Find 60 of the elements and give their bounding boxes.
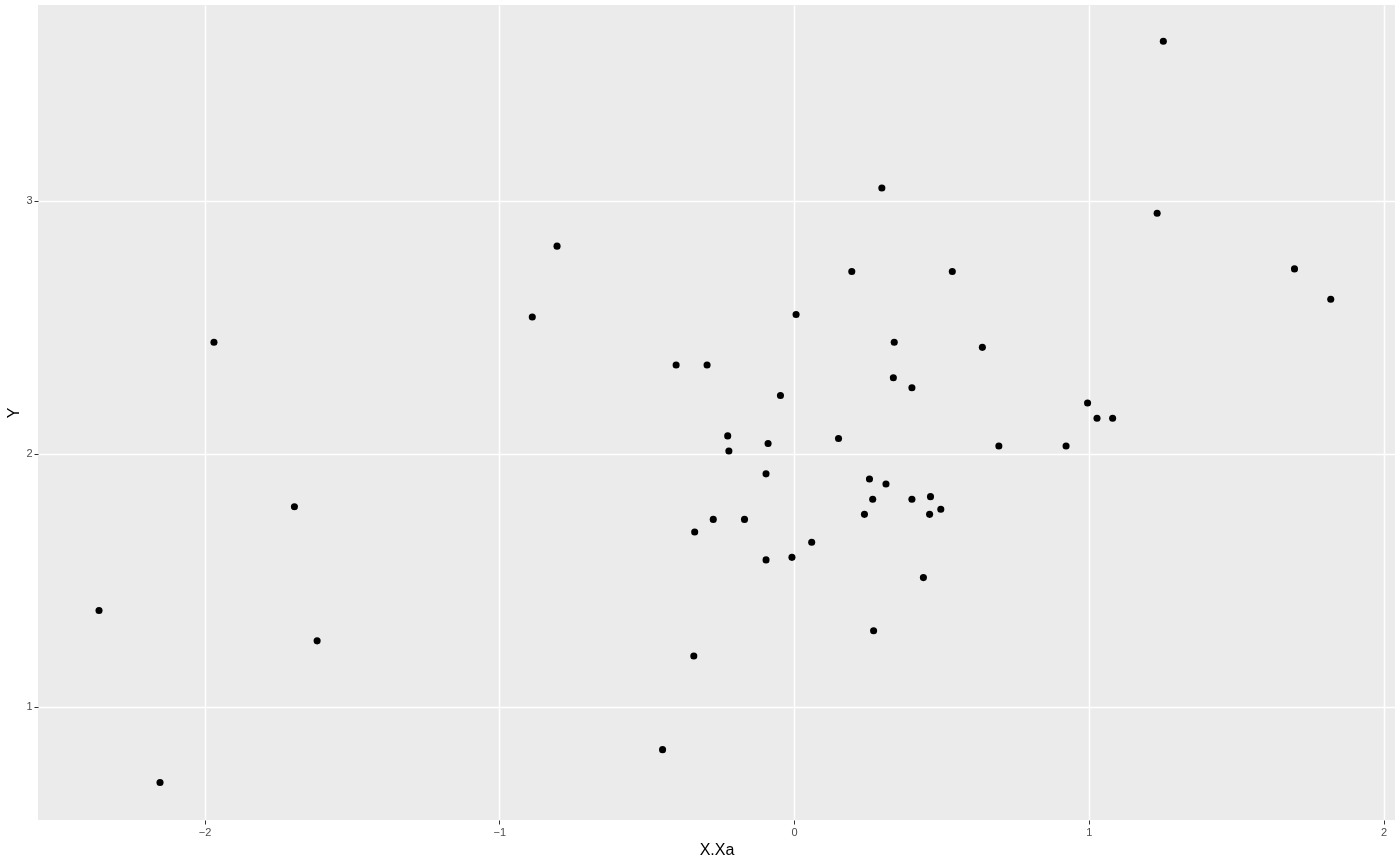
- point: [870, 627, 878, 635]
- point: [95, 606, 103, 615]
- point: [890, 338, 898, 346]
- point: [709, 515, 717, 523]
- point: [691, 528, 699, 536]
- point: [528, 313, 536, 321]
- point: [762, 556, 770, 564]
- point: [725, 447, 733, 455]
- point: [290, 503, 298, 511]
- point: [1327, 295, 1335, 303]
- point: [860, 510, 868, 518]
- point: [869, 495, 877, 503]
- x-tick-label: −2: [198, 825, 212, 838]
- x-tick-label: 0: [791, 825, 798, 838]
- point: [703, 361, 711, 369]
- point: [1109, 414, 1117, 422]
- point: [724, 432, 732, 440]
- point: [553, 242, 561, 250]
- x-axis-title: X.Xa: [699, 840, 735, 858]
- point: [1093, 414, 1101, 422]
- point: [908, 495, 916, 503]
- point: [926, 510, 934, 518]
- point: [878, 184, 886, 192]
- point: [926, 493, 935, 501]
- y-tick-label: 3: [26, 194, 33, 207]
- point: [919, 574, 927, 582]
- point: [792, 310, 800, 318]
- point: [1159, 37, 1167, 45]
- point: [834, 434, 843, 442]
- point: [690, 652, 698, 660]
- point: [672, 361, 680, 369]
- point: [808, 538, 816, 546]
- x-tick-label: 2: [1380, 825, 1388, 838]
- point: [659, 746, 667, 754]
- point: [882, 480, 890, 488]
- point: [889, 374, 897, 382]
- point: [865, 475, 874, 483]
- point: [1062, 442, 1070, 450]
- point: [156, 779, 164, 787]
- point: [788, 553, 796, 561]
- y-axis-title: Y: [5, 407, 23, 419]
- point: [764, 439, 772, 448]
- point: [1084, 399, 1092, 407]
- point: [848, 267, 856, 275]
- point: [313, 637, 321, 645]
- point: [995, 442, 1003, 450]
- x-tick-label: 1: [1086, 825, 1093, 838]
- y-tick-label: 1: [26, 700, 33, 713]
- point: [740, 515, 749, 523]
- point: [210, 338, 218, 346]
- point: [1290, 265, 1299, 273]
- point: [762, 470, 770, 478]
- point: [948, 267, 956, 275]
- x-tick-label: −1: [493, 825, 507, 838]
- point: [908, 384, 916, 392]
- point: [776, 391, 784, 399]
- point: [937, 505, 945, 513]
- point: [978, 343, 986, 351]
- y-tick-label: 2: [26, 447, 33, 460]
- point: [1153, 209, 1161, 217]
